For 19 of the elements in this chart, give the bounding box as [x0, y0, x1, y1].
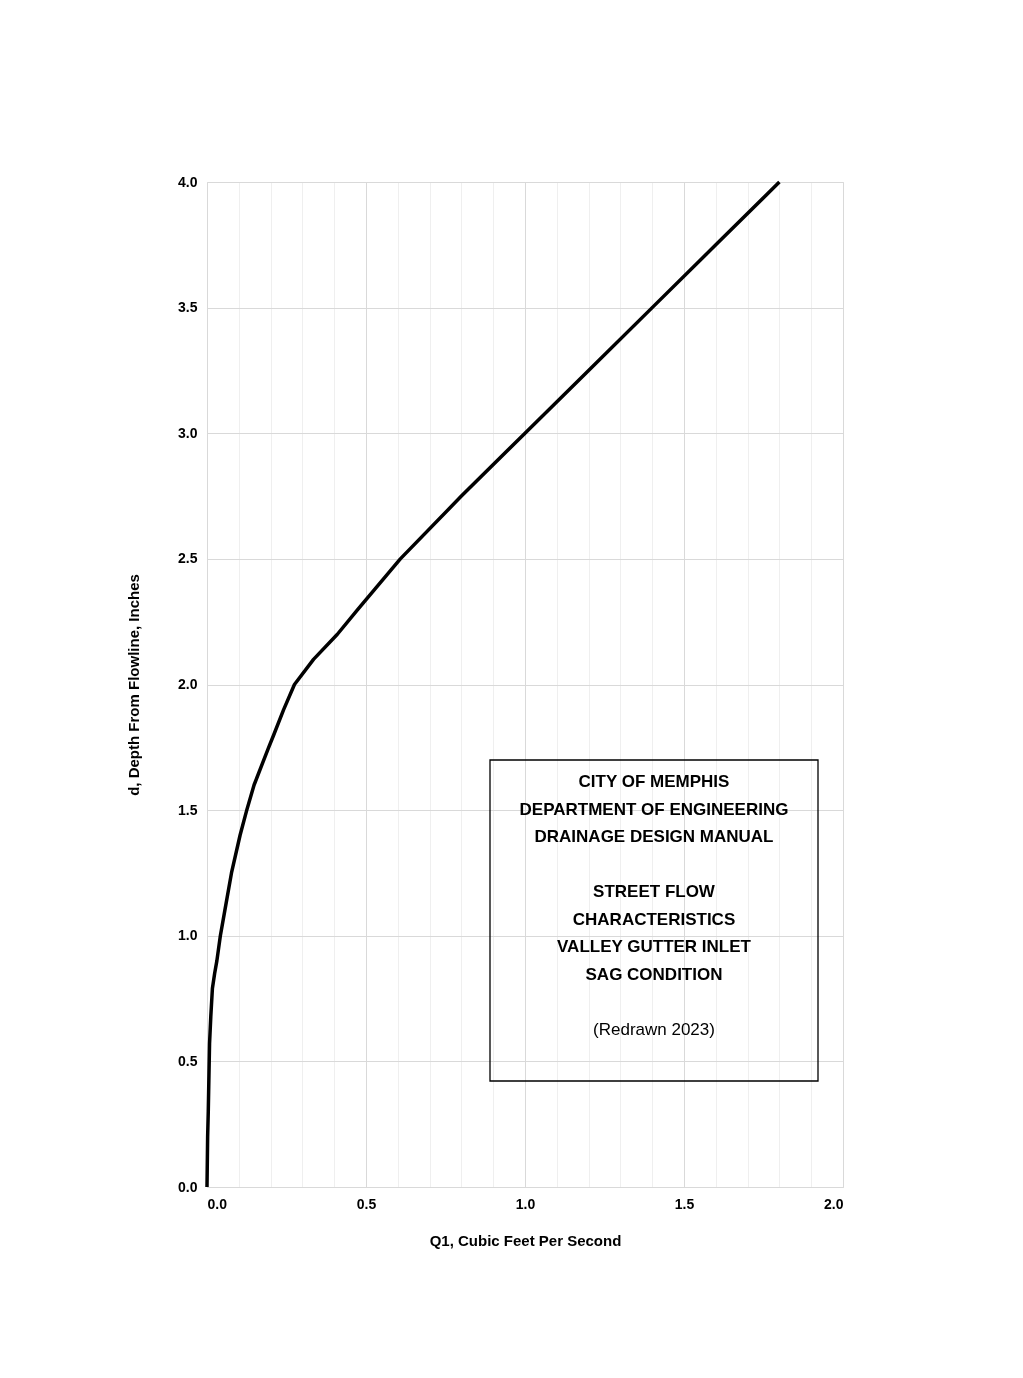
y-tick-label: 0.5 [178, 1052, 198, 1069]
y-tick-label: 1.5 [178, 801, 198, 818]
x-tick-label: 2.0 [824, 1195, 844, 1212]
x-tick-label: 1.5 [674, 1195, 695, 1212]
annotation: CITY OF MEMPHIS DEPARTMENT OF ENGINEERING DRAINAGE DESIGN MANUAL [519, 772, 789, 846]
y-tick-label: 3.5 [178, 299, 198, 316]
y-axis-title: d, Depth From Flowline, Inches [125, 574, 143, 796]
x-axis-title: Q1, Cubic Feet Per Second [429, 1231, 622, 1249]
y-tick-label: 2.0 [178, 676, 198, 692]
annotation: (Redrawn 2023) [593, 1019, 715, 1039]
x-tick-label: 0.0 [207, 1195, 228, 1212]
annotation: STREET FLOW CHARACTERISTICS VALLEY GUTTER INLET SAG CONDITION [557, 882, 752, 984]
y-tick-label: 2.5 [178, 550, 198, 567]
y-tick-label: 4.0 [178, 173, 198, 190]
y-tick-label: 3.0 [178, 424, 198, 441]
y-tick-label: 1.0 [178, 927, 198, 944]
y-tick-label: 0.0 [178, 1178, 198, 1195]
x-tick-label: 1.0 [515, 1195, 536, 1212]
x-tick-label: 0.5 [356, 1195, 377, 1212]
